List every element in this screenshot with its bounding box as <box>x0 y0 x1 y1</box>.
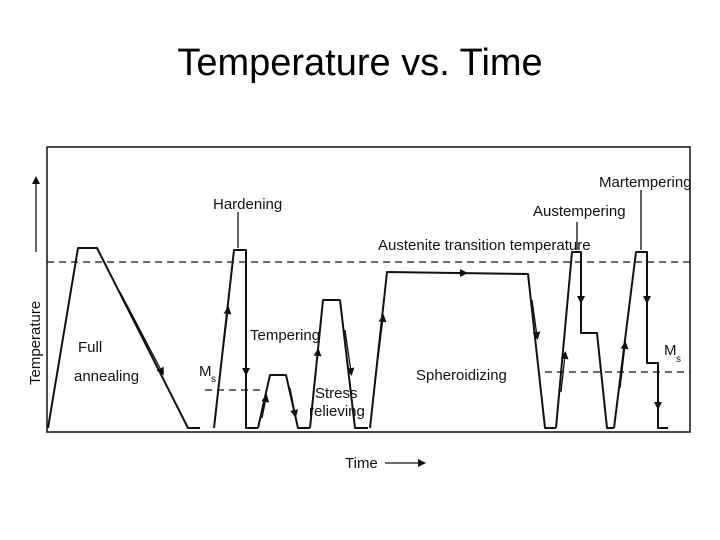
austempering-heating-arrow <box>560 351 569 393</box>
plot-frame <box>46 146 691 433</box>
full-annealing-label-1: Full <box>78 339 102 356</box>
martempering-curve <box>613 251 668 429</box>
austempering-curve <box>555 251 614 429</box>
full-annealing-curve <box>47 247 200 429</box>
annealing-cooling-arrow <box>119 291 164 376</box>
full-annealing-label-2: annealing <box>74 368 139 385</box>
hardening-label: Hardening <box>213 196 282 213</box>
ms-left-subscript: s <box>211 374 216 385</box>
ms-right-subscript: s <box>676 354 681 365</box>
ms-right-label: M <box>664 342 677 359</box>
stress-heating-arrow <box>312 348 322 396</box>
stress-relieving-curve <box>309 299 368 429</box>
y-axis-label: Temperature <box>27 301 44 385</box>
ms-left-label: M <box>199 363 212 380</box>
spheroidizing-cooling-arrow <box>531 299 541 340</box>
tempering-label: Tempering <box>250 327 320 344</box>
tempering-heating-arrow <box>261 394 270 419</box>
hardening-heating-arrow <box>220 306 232 366</box>
spheroidizing-curve <box>369 271 556 429</box>
austempering-label: Austempering <box>533 203 626 220</box>
stress-relieving-label-1: Stress <box>315 385 358 402</box>
spheroidizing-label: Spheroidizing <box>416 367 507 384</box>
stress-relieving-label-2: relieving <box>309 403 365 420</box>
austenite-label: Austenite transition temperature <box>378 237 591 254</box>
martempering-heating-arrow <box>619 341 629 389</box>
x-axis-label: Time <box>345 455 378 472</box>
stress-cooling-arrow <box>344 329 355 376</box>
slide-title: Temperature vs. Time <box>177 42 543 84</box>
tempering-curve <box>257 374 310 429</box>
tempering-cooling-arrow <box>289 387 299 418</box>
spheroidizing-heating-arrow <box>377 314 387 359</box>
martempering-label: Martempering <box>599 174 692 191</box>
